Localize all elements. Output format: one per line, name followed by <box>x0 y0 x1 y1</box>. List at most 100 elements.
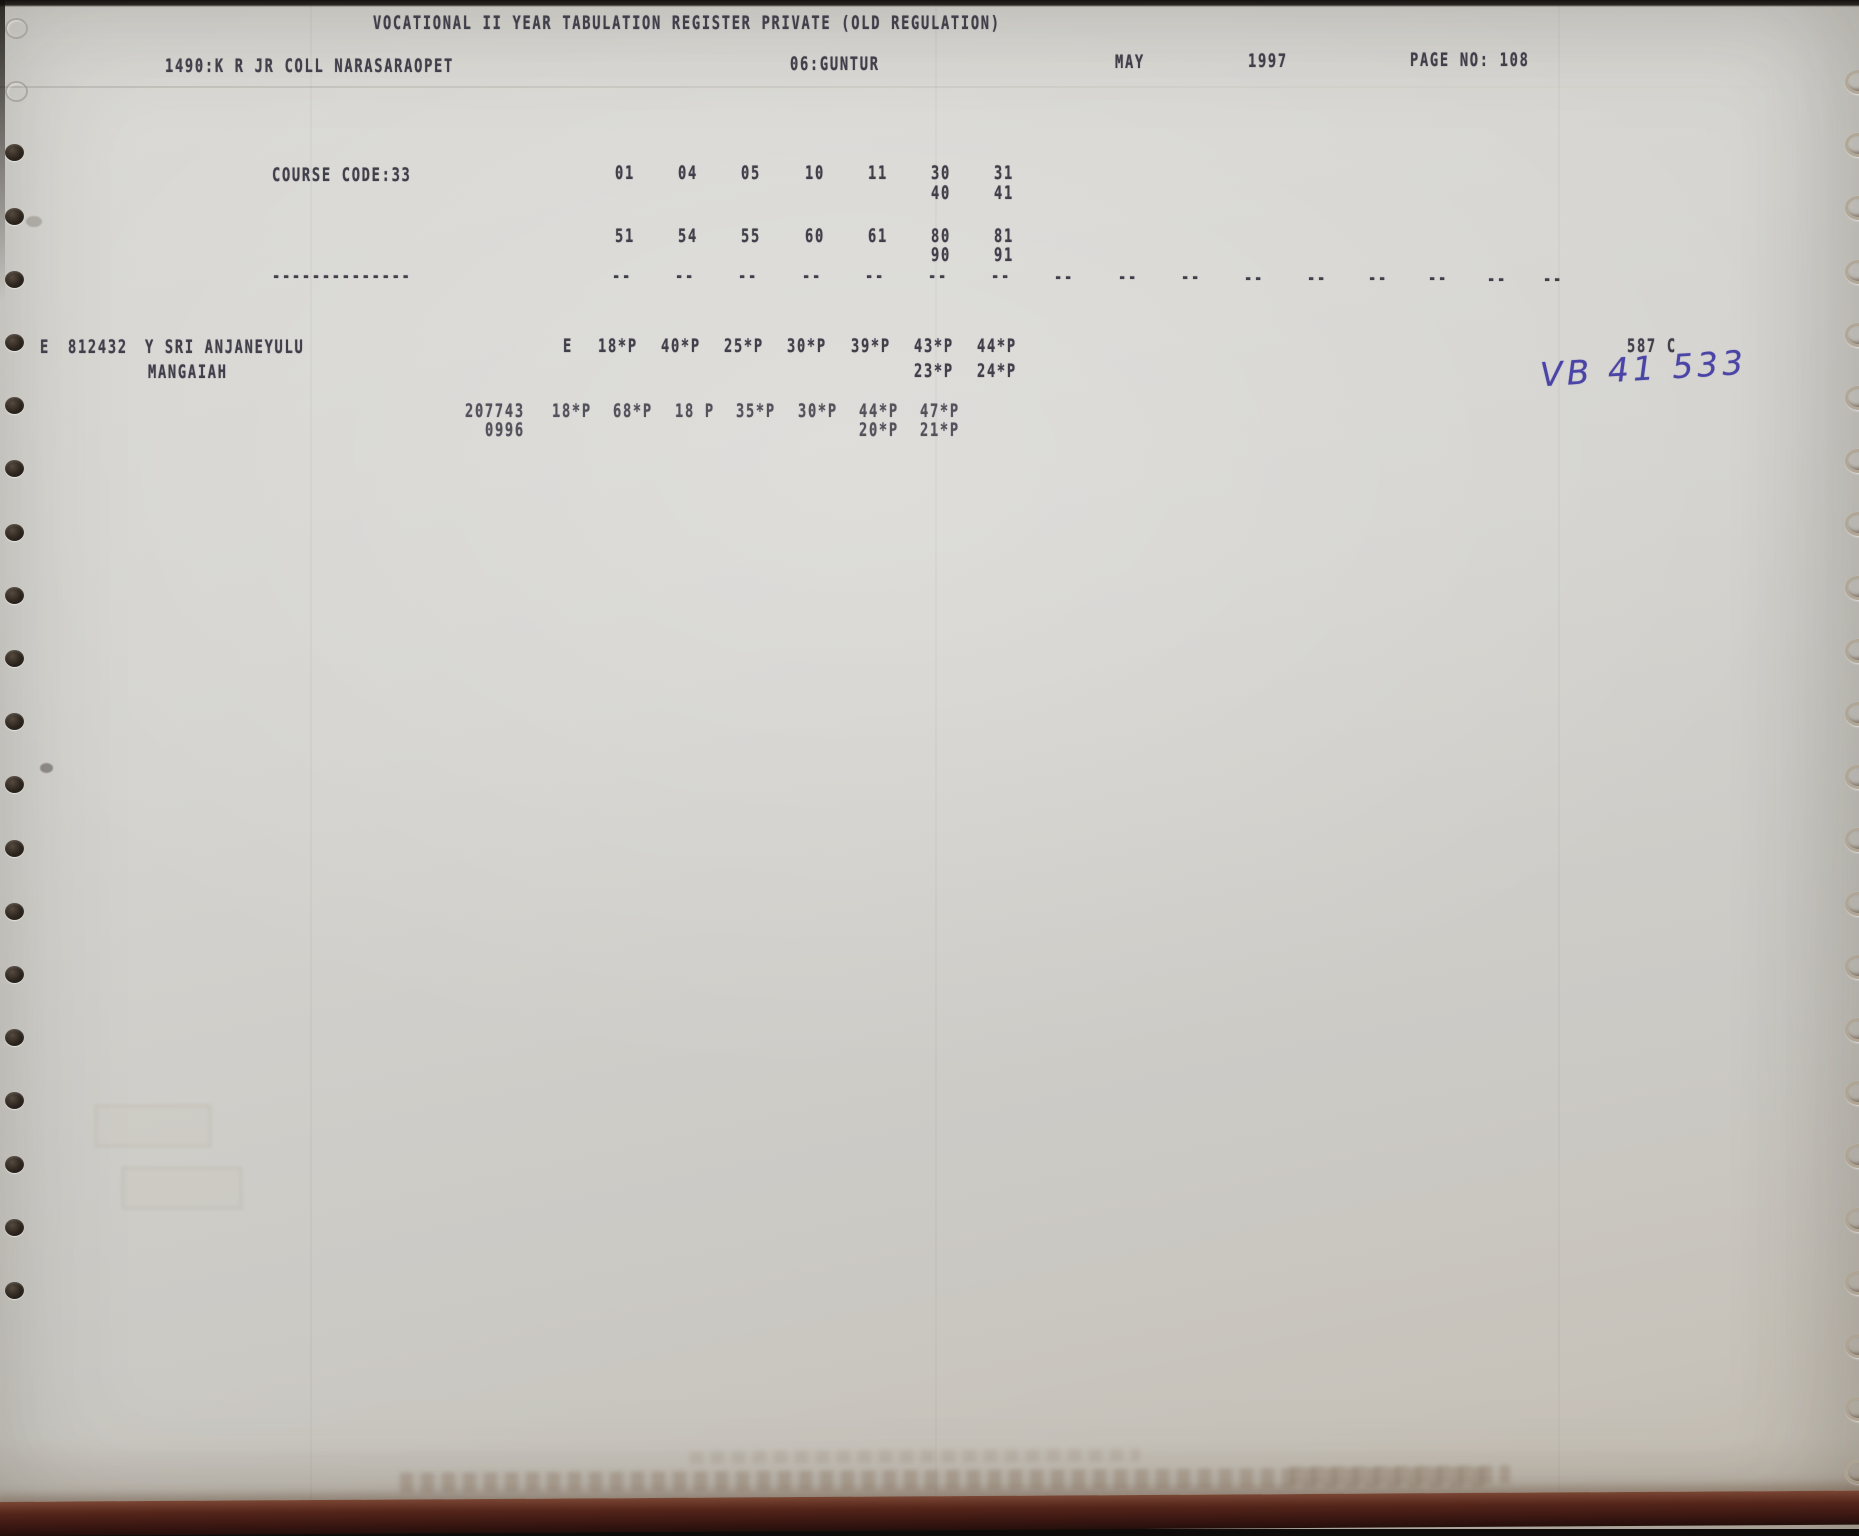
column-separator: -- <box>1244 267 1264 289</box>
sprocket-hole <box>1845 70 1859 94</box>
subject-code: 10 <box>805 162 825 184</box>
subject-marks: 23*P <box>914 360 954 382</box>
father-name: MANGAIAH <box>148 361 228 383</box>
sprocket-hole <box>5 1092 24 1110</box>
ink-smudge <box>26 216 42 227</box>
sprocket-hole <box>5 1282 24 1299</box>
bleed-through-box <box>95 1105 211 1147</box>
handwritten-serial: VB 41 533 <box>1539 342 1749 395</box>
course-code-label: COURSE CODE:33 <box>272 164 412 186</box>
sprocket-hole <box>1845 133 1859 158</box>
sprocket-hole <box>1845 1397 1859 1422</box>
subject-code: 04 <box>678 162 698 184</box>
subject-code: 60 <box>805 225 825 247</box>
sprocket-hole <box>1845 828 1859 853</box>
sprocket-hole <box>1845 1460 1859 1485</box>
sprocket-hole <box>1845 259 1859 284</box>
subject-code: 55 <box>741 225 761 247</box>
row-separator: -------------- <box>272 265 412 287</box>
sprocket-hole <box>5 207 24 225</box>
medium-marker: E <box>563 335 573 357</box>
column-separator: -- <box>1181 266 1201 288</box>
sprocket-hole <box>5 713 24 731</box>
subject-marks: 30*P <box>798 400 838 422</box>
subject-marks: 35*P <box>736 400 776 422</box>
sprocket-hole <box>5 334 24 351</box>
total-marks: 587 C <box>1627 335 1677 357</box>
subject-code: 40 <box>931 182 951 204</box>
district-name: 06:GUNTUR <box>790 53 880 75</box>
sprocket-hole <box>5 270 24 288</box>
subject-code: 80 <box>931 225 951 247</box>
sprocket-hole <box>5 144 24 162</box>
sprocket-hole <box>1845 1144 1859 1169</box>
college-name: 1490:K R JR COLL NARASARAOPET <box>165 55 454 77</box>
subject-marks: 25*P <box>724 335 764 357</box>
sprocket-hole <box>5 776 24 794</box>
previous-hall-ticket: 207743 <box>465 400 525 422</box>
subject-code: 90 <box>931 244 951 266</box>
subject-code: 11 <box>868 162 888 184</box>
subject-marks: 18*P <box>598 335 638 357</box>
sprocket-hole <box>1845 449 1859 474</box>
subject-code: 91 <box>994 244 1014 266</box>
column-separator: -- <box>1307 267 1327 289</box>
paper-edge-left <box>0 0 5 300</box>
subject-code: 54 <box>678 225 698 247</box>
sprocket-hole <box>1845 322 1859 347</box>
column-separator: -- <box>1368 267 1388 289</box>
column-separator: -- <box>738 265 758 287</box>
sprocket-hole <box>1845 1334 1859 1358</box>
column-separator: -- <box>802 265 822 287</box>
column-separator: -- <box>1543 268 1563 290</box>
sprocket-hole <box>1845 765 1859 790</box>
column-separator: -- <box>865 265 885 287</box>
paper-edge-top <box>0 0 1859 7</box>
paper-fold <box>1558 0 1560 1529</box>
column-separator: -- <box>1487 268 1507 290</box>
page-number: PAGE NO: 108 <box>1410 49 1530 71</box>
exam-month: MAY <box>1115 51 1145 73</box>
sprocket-hole <box>5 1029 24 1047</box>
exam-year: 1997 <box>1248 50 1288 72</box>
sprocket-hole <box>5 523 24 541</box>
paper-crease <box>0 86 1859 88</box>
column-separator: -- <box>928 265 948 287</box>
column-separator: -- <box>1428 267 1448 289</box>
subject-marks: 40*P <box>661 335 701 357</box>
column-separator: -- <box>675 265 695 287</box>
subject-marks: 30*P <box>787 335 827 357</box>
subject-marks: 24*P <box>977 360 1017 382</box>
subject-marks: 21*P <box>920 419 960 441</box>
subject-code: 01 <box>615 162 635 184</box>
candidate-name: Y SRI ANJANEYULU <box>145 336 305 358</box>
sprocket-hole <box>1845 386 1859 410</box>
subject-marks: 39*P <box>851 335 891 357</box>
subject-marks: 18 P <box>675 400 715 422</box>
sprocket-hole <box>1845 196 1859 221</box>
column-separator: -- <box>612 265 632 287</box>
subject-code: 05 <box>741 162 761 184</box>
sprocket-hole <box>1845 1270 1859 1295</box>
sprocket-hole <box>5 81 28 103</box>
subject-code: 61 <box>868 225 888 247</box>
subject-marks: 68*P <box>613 400 653 422</box>
sprocket-hole <box>1845 512 1859 537</box>
ink-smudge <box>40 763 53 773</box>
sprocket-hole <box>5 1218 24 1236</box>
sprocket-hole <box>1845 891 1859 916</box>
subject-code: 30 <box>931 162 951 184</box>
subject-marks: 20*P <box>859 419 899 441</box>
subject-marks: 44*P <box>977 335 1017 357</box>
sprocket-hole <box>5 839 24 857</box>
subject-marks: 47*P <box>920 400 960 422</box>
sprocket-hole <box>5 460 24 478</box>
bleed-through-text <box>1289 1465 1511 1485</box>
sprocket-hole <box>5 902 24 920</box>
subject-marks: 43*P <box>914 335 954 357</box>
subject-code: 41 <box>994 182 1014 204</box>
subject-code: 31 <box>994 162 1014 184</box>
paper-fold <box>310 0 312 1529</box>
sprocket-hole <box>1845 575 1859 600</box>
